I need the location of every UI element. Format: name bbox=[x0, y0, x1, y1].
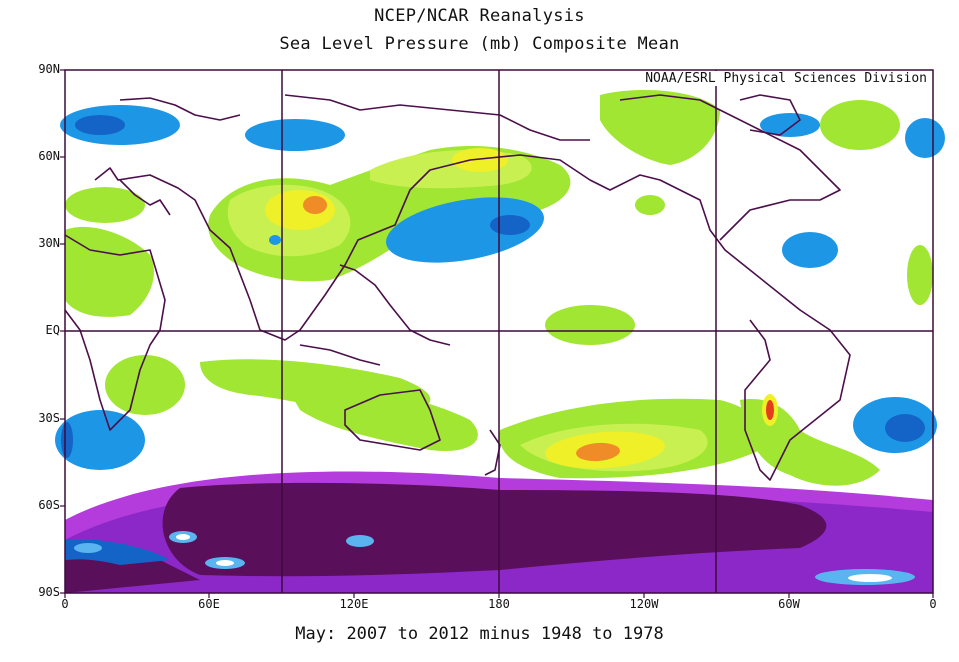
lon-label-120w: 120W bbox=[629, 597, 659, 611]
green-south-australia bbox=[280, 375, 478, 451]
lon-label-0-right: 0 bbox=[929, 597, 937, 611]
blue-south-atlantic-west bbox=[55, 410, 145, 470]
blue-north-pacific bbox=[386, 197, 544, 263]
period-caption: May: 2007 to 2012 minus 1948 to 1978 bbox=[295, 624, 664, 644]
antarctic-lightblue-1 bbox=[74, 543, 102, 553]
coastline-3 bbox=[344, 389, 441, 451]
coastlines bbox=[65, 94, 851, 481]
chart-title: NCEP/NCAR Reanalysis bbox=[374, 6, 585, 26]
credit-label: NOAA/ESRL Physical Sciences Division bbox=[643, 71, 929, 86]
lon-label-60w: 60W bbox=[778, 597, 800, 611]
blue-tibet bbox=[269, 235, 281, 245]
darkblue-north-pacific bbox=[490, 215, 530, 235]
darkblue-south-atlantic bbox=[885, 414, 925, 442]
lat-label-30n: 30N bbox=[38, 236, 60, 250]
orange-mongolia bbox=[303, 196, 327, 214]
blue-atlantic-sargasso bbox=[782, 232, 838, 268]
coastline-9 bbox=[119, 179, 171, 216]
lat-label-60n: 60N bbox=[38, 149, 60, 163]
blue-greenland bbox=[760, 113, 820, 137]
lat-label-90n: 90N bbox=[38, 62, 60, 76]
coastline-7 bbox=[739, 94, 801, 136]
darkblue-edge-south bbox=[61, 422, 73, 458]
green-europe bbox=[65, 187, 145, 223]
band-darkpurple-south bbox=[162, 482, 827, 577]
lat-label-30s: 30S bbox=[38, 411, 60, 425]
antarctic-lightblue-4 bbox=[346, 535, 374, 547]
yellow-east-siberia bbox=[452, 148, 508, 172]
blue-north-atlantic-east bbox=[905, 118, 945, 158]
green-north-africa bbox=[65, 226, 154, 317]
green-east-atlantic bbox=[907, 245, 933, 305]
coastline-11 bbox=[299, 344, 381, 366]
green-gulf bbox=[635, 195, 665, 215]
green-alaska-canada bbox=[600, 90, 720, 165]
green-eq-pacific bbox=[545, 305, 635, 345]
lon-label-180: 180 bbox=[488, 597, 510, 611]
green-north-atlantic bbox=[820, 100, 900, 150]
lon-label-60e: 60E bbox=[198, 597, 220, 611]
lat-label-60s: 60S bbox=[38, 498, 60, 512]
red-argentina bbox=[766, 400, 774, 420]
antarctic-white-2 bbox=[216, 560, 234, 566]
coastline-8 bbox=[119, 97, 241, 121]
lat-label-eq: EQ bbox=[45, 323, 60, 337]
band-darkpurple-sw bbox=[65, 555, 200, 593]
coastline-6 bbox=[484, 429, 501, 476]
lon-label-0-left: 0 bbox=[61, 597, 69, 611]
coastline-5 bbox=[619, 94, 841, 241]
coastline-2 bbox=[65, 234, 166, 431]
lon-label-120e: 120E bbox=[339, 597, 369, 611]
coastline-1 bbox=[94, 154, 851, 481]
coastline-4 bbox=[284, 94, 590, 141]
orange-south-pacific bbox=[576, 442, 620, 462]
green-south-africa bbox=[105, 355, 185, 415]
blue-north-siberia bbox=[245, 119, 345, 151]
lat-label-90s: 90S bbox=[38, 585, 60, 599]
chart-subtitle: Sea Level Pressure (mb) Composite Mean bbox=[279, 34, 680, 54]
antarctic-white-1 bbox=[176, 534, 190, 540]
darkblue-north-atlantic-west bbox=[75, 115, 125, 135]
coastline-10 bbox=[339, 264, 451, 346]
antarctic-white-3 bbox=[848, 574, 892, 582]
